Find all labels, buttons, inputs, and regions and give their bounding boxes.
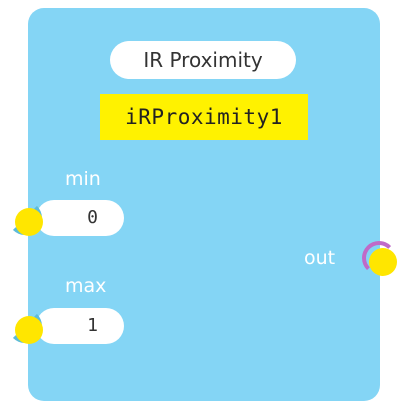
max-value-input[interactable]: 1 [36,308,124,344]
input-port-dot-icon [15,208,43,236]
output-port-dot-icon [369,248,397,276]
node-title: IR Proximity [110,41,296,79]
input-port-min[interactable] [8,201,43,236]
input-port-max[interactable] [8,309,43,344]
input-label-min: min [65,168,101,190]
output-label-out: out [304,247,336,269]
min-value-input[interactable]: 0 [36,200,124,236]
node-id-label: iRProximity1 [100,94,308,140]
input-label-max: max [65,275,107,297]
output-port-out[interactable] [362,241,397,276]
input-port-dot-icon [15,316,43,344]
